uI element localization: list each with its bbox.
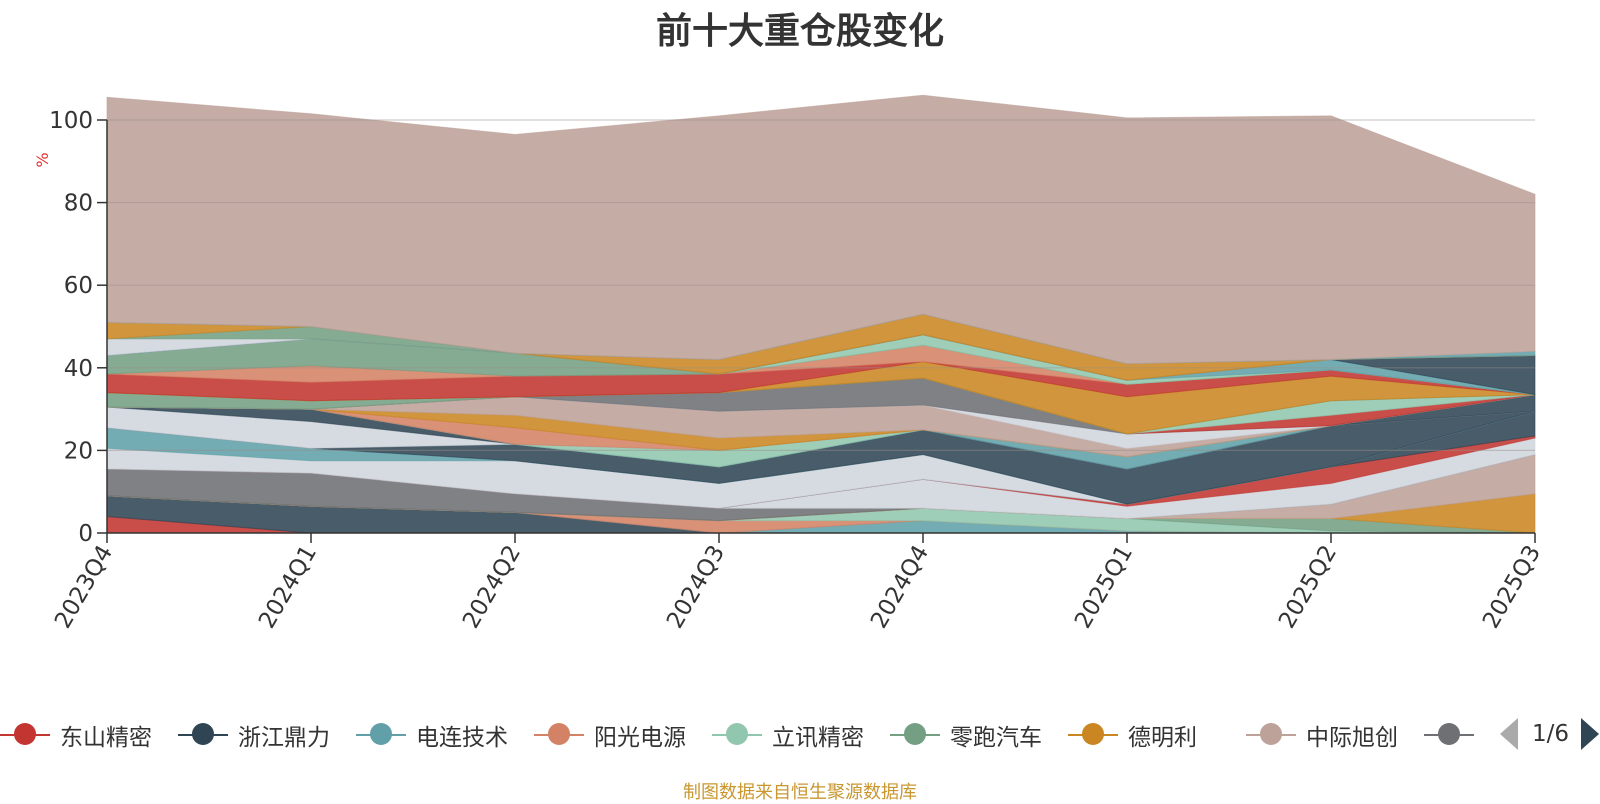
legend-marker-icon — [534, 721, 584, 749]
chart-title: 前十大重仓股变化 — [655, 11, 944, 52]
area-layers — [106, 94, 1536, 534]
legend-marker-icon — [178, 721, 228, 749]
legend-item[interactable]: 德明利 — [1068, 718, 1197, 752]
legend-label: 浙江鼎力 — [238, 725, 330, 751]
y-tick-label: 40 — [64, 356, 93, 382]
x-tick-label: 2024Q2 — [458, 541, 526, 633]
y-axis-unit-label: % — [33, 152, 52, 167]
x-tick-label: 2024Q3 — [662, 541, 730, 633]
x-tick-label: 2024Q1 — [254, 541, 322, 633]
y-tick-label: 0 — [78, 521, 93, 547]
legend-item[interactable]: 零跑汽车 — [890, 718, 1042, 752]
y-tick-labels: 0 20 40 60 80 100 — [49, 108, 93, 547]
legend-label: 中际旭创 — [1306, 725, 1398, 751]
legend-marker-icon — [1246, 721, 1296, 749]
legend-label: 阳光电源 — [594, 725, 686, 751]
legend-label: 电连技术 — [416, 725, 508, 751]
y-tick-label: 80 — [64, 191, 93, 217]
legend-item[interactable]: 中际旭创 — [1246, 718, 1398, 752]
legend-marker-icon — [712, 721, 762, 749]
area-layer-39 — [106, 94, 1536, 365]
legend-page-indicator: 1/6 — [1532, 721, 1570, 747]
x-tick-label: 2024Q4 — [866, 541, 934, 633]
axes — [97, 119, 1536, 543]
legend-marker-icon — [356, 721, 406, 749]
legend-item[interactable]: 电连技术 — [356, 718, 508, 752]
legend-item[interactable]: 浙江鼎力 — [178, 718, 330, 752]
y-tick-label: 100 — [49, 108, 93, 134]
legend-marker-icon — [0, 721, 50, 749]
legend-label: 德明利 — [1128, 725, 1197, 751]
legend: 东山精密 浙江鼎力 电连技术 阳光电源 立讯精密 零跑汽车 德明利 中际旭创华钰 — [0, 700, 1480, 760]
legend-marker-icon — [1068, 721, 1118, 749]
x-tick-label: 2025Q3 — [1478, 541, 1546, 633]
x-tick-label: 2025Q2 — [1274, 541, 1342, 633]
grid-lines — [107, 119, 1535, 451]
legend-item[interactable]: 阳光电源 — [534, 718, 686, 752]
legend-item[interactable]: 华钰 — [1424, 718, 1480, 752]
legend-pager: 1/6 — [1500, 716, 1600, 752]
x-tick-label: 2023Q4 — [50, 541, 118, 633]
x-tick-labels: 2023Q4 2024Q1 2024Q2 2024Q3 2024Q4 2025Q1 2025… — [50, 541, 1546, 633]
legend-label: 立讯精密 — [772, 725, 864, 751]
legend-marker-icon — [1424, 721, 1474, 749]
legend-prev-page-button[interactable] — [1500, 718, 1518, 750]
legend-label: 零跑汽车 — [950, 725, 1042, 751]
legend-item[interactable]: 立讯精密 — [712, 718, 864, 752]
y-tick-label: 20 — [64, 438, 93, 464]
legend-marker-icon — [890, 721, 940, 749]
source-note: 制图数据来自恒生聚源数据库 — [683, 782, 917, 803]
legend-next-page-button[interactable] — [1581, 718, 1600, 750]
legend-label: 东山精密 — [60, 725, 152, 751]
legend-item[interactable]: 东山精密 — [0, 718, 152, 752]
y-tick-label: 60 — [64, 273, 93, 299]
x-tick-label: 2025Q1 — [1070, 541, 1138, 633]
